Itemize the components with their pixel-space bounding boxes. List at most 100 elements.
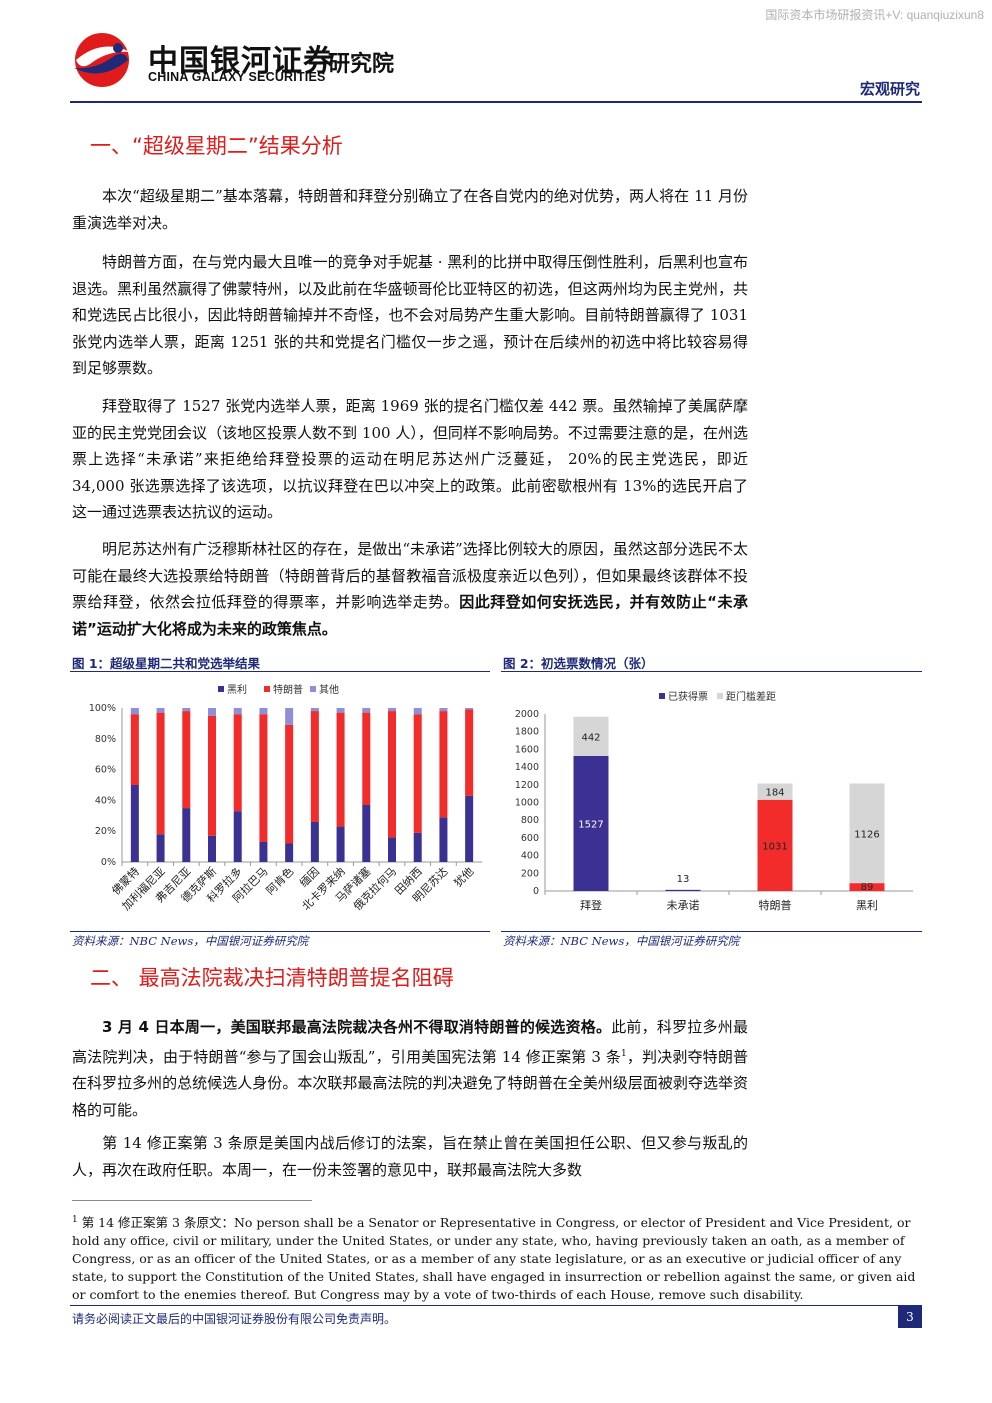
bar-1 — [849, 783, 885, 884]
bar-1 — [130, 714, 139, 785]
y-tick-label: 0% — [101, 857, 116, 868]
data-label: 442 — [581, 732, 600, 743]
legend-label-0: 已获得票 — [668, 691, 708, 703]
legend-swatch-1 — [264, 686, 270, 692]
x-tick-label: 拜登 — [580, 898, 602, 912]
bar-0 — [156, 834, 165, 862]
data-label: 1527 — [578, 819, 603, 830]
bar-1 — [310, 711, 319, 822]
bar-0 — [208, 835, 216, 862]
bar-1 — [336, 712, 345, 827]
galaxy-logo-icon — [74, 33, 130, 87]
paragraph-4-emphasis: 因此拜登如何安抚选民，并有效防止“未承诺”运动扩大化将成为未来的政策焦点。 — [72, 593, 748, 638]
bar-1 — [573, 716, 609, 756]
data-label: 184 — [765, 788, 784, 799]
bar-2 — [285, 708, 294, 725]
x-tick-label: 犹他 — [452, 865, 477, 890]
legend-label-1: 特朗普 — [273, 683, 303, 696]
bar-0 — [362, 805, 371, 862]
bar-2 — [336, 708, 345, 713]
paragraph-1: 本次“超级星期二”基本落幕，特朗普和拜登分别确立了在各自党内的绝对优势，两人将在… — [72, 187, 748, 232]
bar-1 — [388, 711, 396, 838]
bar-2 — [413, 708, 422, 715]
bar-2 — [439, 708, 448, 712]
institute-label: 研究院 — [328, 52, 395, 77]
footer-divider — [70, 1305, 922, 1306]
bar-2 — [233, 708, 242, 715]
bar-0 — [413, 832, 422, 862]
footnote: 1 第 14 修正案第 3 条原文：No person shall be a S… — [72, 1215, 916, 1303]
watermark: 国际资本市场研报资讯+V: quanqiuzixun8 — [765, 8, 984, 22]
x-tick-label: 黑利 — [856, 899, 878, 912]
bar-0 — [665, 889, 701, 891]
y-tick-label: 1200 — [515, 780, 539, 791]
figure-1-bottom-rule — [70, 931, 490, 932]
bar-2 — [156, 708, 165, 713]
report-category: 宏观研究 — [859, 80, 920, 98]
bar-2 — [259, 708, 268, 715]
y-tick-label: 60% — [95, 765, 116, 776]
section-2-title: 二、 最高法院裁决扫清特朗普提名阻碍 — [90, 966, 454, 990]
x-tick-label: 阿肯色 — [263, 864, 296, 897]
data-label: 1031 — [762, 841, 787, 852]
bar-1 — [362, 712, 371, 806]
y-tick-label: 600 — [521, 833, 539, 844]
bar-2 — [465, 708, 474, 710]
bar-0 — [182, 808, 191, 862]
legend-swatch-1 — [717, 693, 723, 699]
header-divider — [70, 101, 922, 103]
x-tick-label: 未承诺 — [667, 899, 700, 912]
y-tick-label: 1800 — [515, 727, 539, 738]
data-label: 13 — [677, 874, 690, 885]
footnote-divider — [72, 1200, 312, 1201]
logo-chinese: 中国银河证券 — [148, 44, 334, 79]
bar-1 — [465, 709, 474, 796]
chart-2: 已获得票 距门槛差距 0 200 400 600 800 1000 1200 1400 1600 18… — [515, 690, 913, 912]
bar-2 — [388, 708, 396, 712]
figure-1-title: 图 1：超级星期二共和党选举结果 — [72, 656, 261, 671]
paragraph-5: 3 月 4 日本周一，美国联邦最高法院裁决各州不得取消特朗普的候选资格。此前，科… — [72, 1018, 748, 1119]
bar-0 — [465, 795, 474, 862]
y-tick-label: 0 — [533, 886, 539, 897]
bar-1 — [757, 783, 793, 800]
legend-swatch-0 — [659, 693, 665, 699]
bar-2 — [362, 708, 371, 713]
figure-2-bottom-rule — [501, 931, 922, 932]
bar-0 — [439, 817, 448, 862]
y-tick-label: 1000 — [515, 798, 539, 809]
bar-1 — [259, 714, 268, 842]
bar-0 — [388, 837, 396, 862]
bar-0 — [233, 811, 242, 862]
y-tick-label: 40% — [95, 795, 116, 806]
bar-0 — [130, 785, 139, 862]
bar-1 — [182, 711, 191, 809]
bar-0 — [310, 821, 319, 862]
legend-label-0: 黑利 — [227, 684, 247, 696]
y-tick-label: 800 — [521, 815, 539, 826]
bar-0 — [573, 755, 609, 891]
bar-0 — [259, 841, 268, 862]
bar-0 — [849, 883, 885, 891]
y-tick-label: 2000 — [515, 709, 539, 720]
chart-1: 黑利 特朗普 其他0%20%40%60%80%100%佛蒙特加利福尼亚弗吉尼亚德克萨… — [89, 683, 482, 913]
figure-2-source: 资料来源：NBC News，中国银河证券研究院 — [503, 934, 740, 948]
bar-1 — [439, 711, 448, 818]
y-tick-label: 400 — [521, 851, 539, 862]
bar-1 — [208, 715, 216, 836]
y-tick-label: 80% — [95, 734, 116, 745]
bar-0 — [757, 799, 793, 891]
x-tick-label: 特朗普 — [759, 898, 792, 912]
y-tick-label: 1400 — [515, 762, 539, 773]
figure-2-title: 图 2：初选票数情况（张） — [503, 656, 654, 671]
bar-1 — [156, 712, 165, 835]
legend-swatch-2 — [310, 686, 316, 692]
paragraph-6: 第 14 修正案第 3 条原是美国内战后修订的法案，旨在禁止曾在美国担任公职、但… — [72, 1134, 748, 1179]
bar-2 — [130, 708, 139, 715]
legend-label-2: 其他 — [319, 683, 339, 696]
paragraph-3: 拜登取得了 1527 张党内选举人票，距离 1969 张的提名门槛仅差 442 … — [72, 397, 748, 521]
paragraph-4: 明尼苏达州有广泛穆斯林社区的存在，是做出“未承诺”选择比例较大的原因，虽然这部分… — [72, 540, 748, 638]
bar-2 — [208, 708, 216, 716]
bar-1 — [285, 724, 294, 844]
footnote-ref: 1 — [621, 1048, 627, 1059]
page-number: 3 — [898, 1306, 922, 1328]
